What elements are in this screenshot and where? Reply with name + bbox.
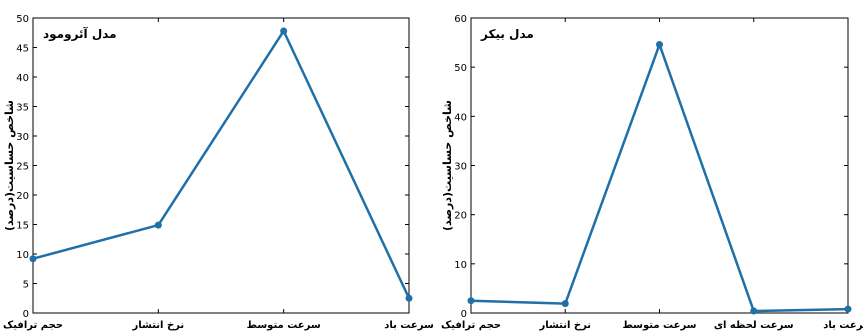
plot-frame bbox=[32, 17, 410, 314]
y-tick-label: 50 bbox=[16, 14, 29, 25]
data-point bbox=[467, 297, 475, 305]
data-point bbox=[656, 41, 663, 49]
data-point bbox=[750, 307, 758, 315]
x-tick-label: سرعت لحظه ای bbox=[714, 320, 794, 331]
series-line bbox=[32, 29, 411, 299]
y-axis-label: شاخص حساسیت(درصد) bbox=[3, 100, 16, 231]
x-tick-label: سرعت متوسط bbox=[622, 320, 696, 331]
y-tick-label: 40 bbox=[16, 73, 29, 84]
y-tick-label: 0 bbox=[23, 309, 29, 320]
data-point bbox=[405, 294, 413, 302]
y-tick-label: 25 bbox=[16, 162, 29, 173]
y-tick-label: 10 bbox=[454, 260, 467, 271]
y-axis-label: شاخص حساسیت(درصد) bbox=[441, 100, 454, 231]
y-tick-label: 40 bbox=[454, 112, 467, 123]
plot-frame bbox=[470, 17, 849, 314]
series-line bbox=[470, 43, 849, 313]
data-point bbox=[844, 305, 852, 313]
chart-panel-baker: 0 10 20 30 40 50 60 حجم ترافیک نرخ انتشار سرعت مت… bbox=[441, 14, 863, 331]
x-tick-label: سرعت باد bbox=[384, 320, 434, 331]
x-tick-label: سرعت متوسط bbox=[247, 320, 321, 331]
x-tick-label: حجم ترافیک bbox=[3, 320, 63, 331]
x-tick-label: حجم ترافیک bbox=[441, 320, 501, 331]
y-tick-label: 5 bbox=[23, 280, 29, 291]
x-tick-label: نرخ انتشار bbox=[538, 320, 591, 331]
y-tick-label: 30 bbox=[16, 132, 29, 143]
y-tick-label: 35 bbox=[16, 103, 29, 114]
data-point bbox=[154, 221, 162, 229]
y-tick-label: 50 bbox=[454, 63, 467, 74]
chart-title: مدل بیکر bbox=[480, 27, 534, 41]
y-tick-label: 60 bbox=[454, 14, 467, 25]
x-tick-label: نرخ انتشار bbox=[132, 320, 185, 331]
data-point bbox=[561, 300, 569, 308]
y-tick-label: 20 bbox=[454, 211, 467, 222]
x-tick-label: سرعت باد bbox=[823, 320, 863, 331]
chart-title: مدل آئرومود bbox=[43, 26, 117, 42]
chart-panel-aeromod: 0 5 10 15 20 25 30 35 40 45 50 حجم ترافیک نرخ انتشار… bbox=[3, 14, 434, 331]
y-tick-label: 45 bbox=[16, 44, 29, 55]
y-tick-label: 10 bbox=[16, 250, 29, 261]
y-tick-label: 20 bbox=[16, 191, 29, 202]
y-tick-label: 0 bbox=[461, 309, 467, 320]
y-tick-label: 30 bbox=[454, 162, 467, 173]
data-point bbox=[280, 27, 288, 35]
y-tick-label: 15 bbox=[16, 221, 29, 232]
data-point bbox=[29, 255, 37, 263]
